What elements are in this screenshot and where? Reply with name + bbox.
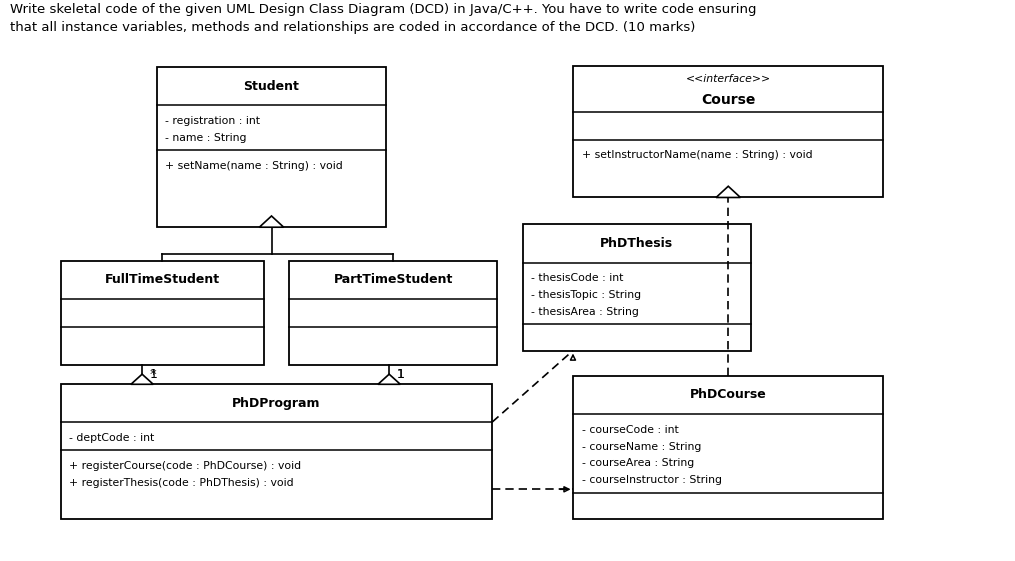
Text: - courseArea : String: - courseArea : String: [582, 458, 694, 468]
Text: 1: 1: [396, 369, 404, 381]
Polygon shape: [131, 374, 153, 384]
Text: - name : String: - name : String: [165, 133, 247, 143]
Text: - thesisTopic : String: - thesisTopic : String: [531, 290, 640, 300]
Text: + setName(name : String) : void: + setName(name : String) : void: [165, 161, 343, 171]
Text: - courseName : String: - courseName : String: [582, 442, 701, 452]
Text: 1: 1: [149, 369, 157, 381]
Text: 1: 1: [396, 368, 404, 381]
Text: PhDCourse: PhDCourse: [690, 388, 766, 402]
Bar: [573, 66, 883, 197]
Text: - courseCode : int: - courseCode : int: [582, 425, 678, 435]
Bar: [523, 224, 751, 351]
Text: Course: Course: [701, 93, 755, 107]
Bar: [573, 376, 883, 519]
Bar: [289, 261, 497, 365]
Text: - deptCode : int: - deptCode : int: [69, 433, 154, 443]
Text: - registration : int: - registration : int: [165, 116, 261, 126]
Bar: [61, 261, 264, 365]
Text: - thesisCode : int: - thesisCode : int: [531, 273, 623, 283]
Polygon shape: [378, 374, 400, 384]
Bar: [157, 67, 386, 227]
Polygon shape: [259, 216, 284, 227]
Text: - thesisArea : String: - thesisArea : String: [531, 307, 638, 317]
Text: PartTimeStudent: PartTimeStudent: [334, 273, 453, 287]
Text: PhDProgram: PhDProgram: [232, 397, 321, 410]
Text: <<interface>>: <<interface>>: [686, 75, 770, 85]
Text: + registerThesis(code : PhDThesis) : void: + registerThesis(code : PhDThesis) : voi…: [69, 478, 293, 488]
Text: PhDThesis: PhDThesis: [600, 237, 674, 250]
Text: that all instance variables, methods and relationships are coded in accordance o: that all instance variables, methods and…: [10, 21, 695, 34]
Text: - courseInstructor : String: - courseInstructor : String: [582, 475, 722, 485]
Text: *: *: [149, 368, 156, 381]
Polygon shape: [716, 186, 740, 197]
Text: FullTimeStudent: FullTimeStudent: [105, 273, 220, 287]
Text: + setInstructorName(name : String) : void: + setInstructorName(name : String) : voi…: [582, 150, 812, 160]
Bar: [61, 384, 492, 519]
Text: Student: Student: [244, 80, 299, 93]
Text: + registerCourse(code : PhDCourse) : void: + registerCourse(code : PhDCourse) : voi…: [69, 461, 301, 471]
Text: Write skeletal code of the given UML Design Class Diagram (DCD) in Java/C++. You: Write skeletal code of the given UML Des…: [10, 3, 756, 16]
